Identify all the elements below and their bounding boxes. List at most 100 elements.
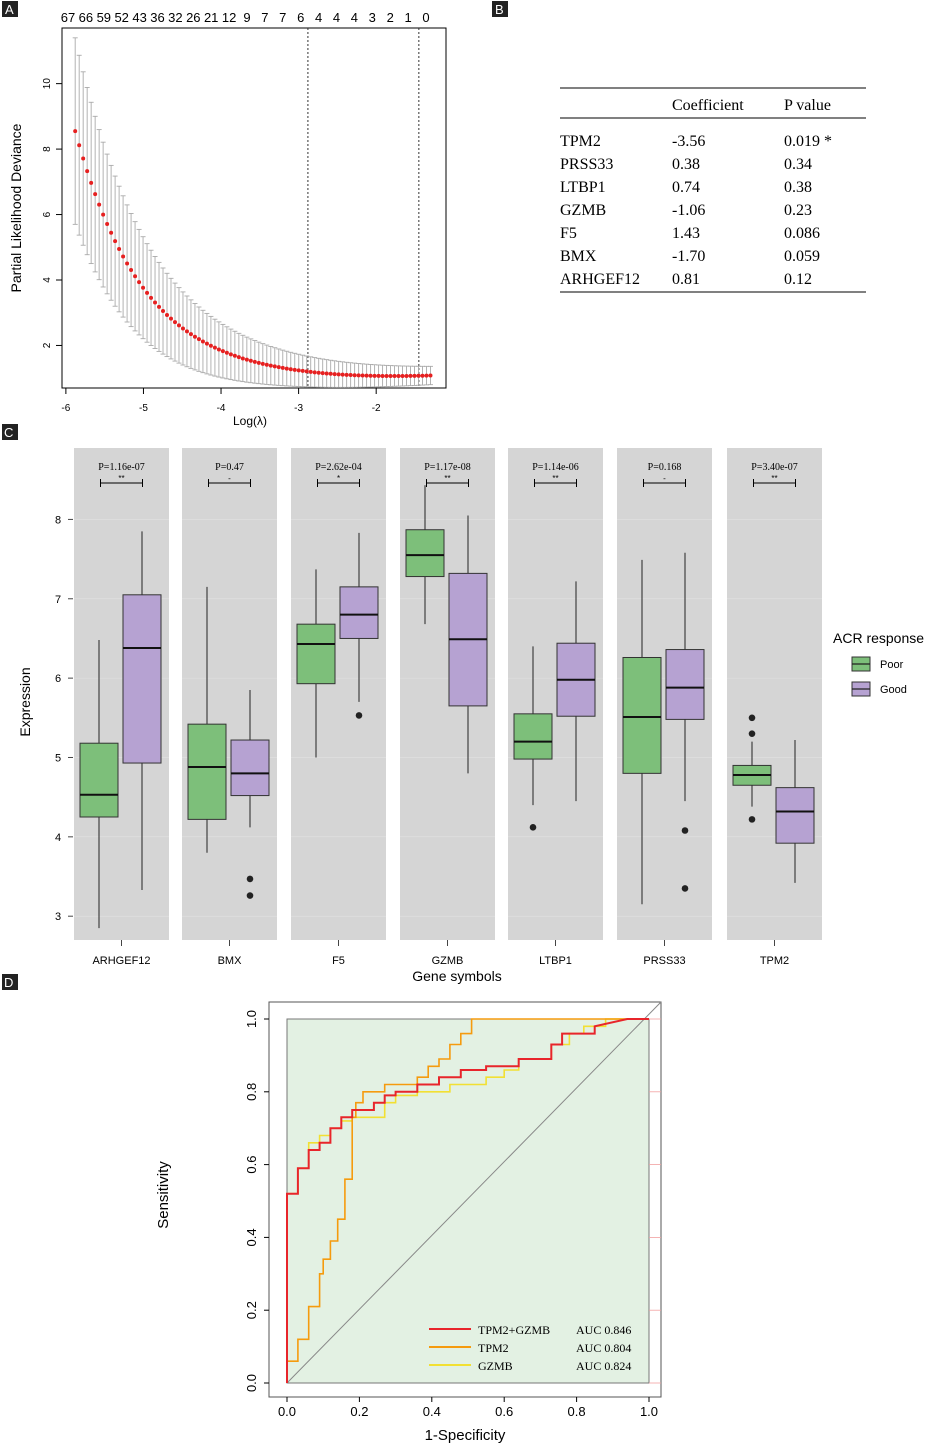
deviance-point xyxy=(428,373,433,378)
outlier-good xyxy=(355,712,363,719)
box-poor xyxy=(405,529,445,578)
deviance-point xyxy=(180,326,185,331)
deviance-point xyxy=(372,373,377,378)
y-tick-label: 8 xyxy=(42,146,53,152)
deviance-point xyxy=(240,356,245,361)
table-cell: 0.81 xyxy=(672,271,700,288)
signif-label: * xyxy=(337,474,340,483)
table-cell: 0.12 xyxy=(784,271,812,288)
x-tick-label: -6 xyxy=(61,403,70,414)
top-tick-label: 1 xyxy=(404,10,411,25)
gene-label: TPM2 xyxy=(760,955,789,967)
table-cell: 0.74 xyxy=(672,179,700,196)
deviance-point xyxy=(316,370,321,375)
outlier-good xyxy=(246,892,254,899)
top-tick-label: 36 xyxy=(150,10,164,25)
row-gene: F5 xyxy=(560,225,577,242)
legend-auc: AUC 0.824 xyxy=(576,1359,631,1373)
deviance-point xyxy=(424,373,429,378)
legend: ACR response Poor Good xyxy=(833,630,924,697)
deviance-point xyxy=(188,332,193,337)
deviance-point xyxy=(396,374,401,379)
outlier-good xyxy=(681,885,689,892)
top-tick-label: 32 xyxy=(168,10,182,25)
deviance-point xyxy=(85,169,90,174)
table-cell: 0.34 xyxy=(784,156,812,173)
deviance-point xyxy=(220,349,225,354)
deviance-point xyxy=(380,373,385,378)
table-cell: -1.70 xyxy=(672,248,705,265)
row-gene: ARHGEF12 xyxy=(560,271,640,288)
deviance-point xyxy=(117,247,122,252)
deviance-point xyxy=(192,334,197,339)
x-tick-label: -3 xyxy=(294,403,303,414)
deviance-point xyxy=(89,180,94,185)
x-tick-label: 0.4 xyxy=(423,1404,441,1419)
legend-name: TPM2+GZMB xyxy=(478,1323,550,1337)
deviance-point xyxy=(137,280,142,285)
y-axis-label: Expression xyxy=(17,667,33,736)
deviance-point xyxy=(412,373,417,378)
legend-auc: AUC 0.804 xyxy=(576,1341,631,1355)
signif-label: ** xyxy=(552,474,558,483)
svg-text:C: C xyxy=(4,425,13,440)
deviance-point xyxy=(344,372,349,377)
facet-background xyxy=(182,448,277,940)
y-tick-label: 0.8 xyxy=(244,1083,259,1101)
p-value-label: P=0.47 xyxy=(215,462,244,473)
deviance-point xyxy=(340,372,345,377)
deviance-point xyxy=(256,360,261,365)
panel-label-d: D xyxy=(2,974,18,990)
svg-text:A: A xyxy=(5,2,14,17)
top-tick-label: 12 xyxy=(222,10,236,25)
deviance-point xyxy=(376,373,381,378)
y-tick-label: 6 xyxy=(42,211,53,217)
legend-title: ACR response xyxy=(833,630,924,646)
deviance-point xyxy=(296,368,301,373)
outlier-poor xyxy=(748,714,756,722)
deviance-point xyxy=(288,367,293,372)
row-gene: LTBP1 xyxy=(560,179,606,196)
deviance-point xyxy=(161,309,166,314)
deviance-point xyxy=(101,212,106,217)
table-header: P value xyxy=(784,97,831,114)
legend-name: TPM2 xyxy=(478,1341,509,1355)
plot-area xyxy=(286,1018,650,1384)
top-tick-label: 0 xyxy=(422,10,429,25)
top-tick-label: 59 xyxy=(97,10,111,25)
top-tick-label: 3 xyxy=(369,10,376,25)
top-tick-label: 21 xyxy=(204,10,218,25)
panel-label-b: B xyxy=(492,1,508,17)
y-tick-label: 0.6 xyxy=(244,1156,259,1174)
deviance-point xyxy=(300,368,305,373)
deviance-point xyxy=(93,192,98,197)
deviance-point xyxy=(149,295,154,300)
diagonal-reference xyxy=(286,1001,662,1384)
top-tick-label: 7 xyxy=(279,10,286,25)
p-value-label: P=1.14e-06 xyxy=(532,462,578,473)
facet-ltbp1: P=1.14e-06** LTBP1 xyxy=(508,448,603,967)
facet-arhgef12: P=1.16e-07** ARHGEF12 xyxy=(74,448,169,967)
deviance-point xyxy=(292,367,297,372)
x-tick-label: -5 xyxy=(139,403,148,414)
outlier-good xyxy=(681,827,689,834)
deviance-point xyxy=(328,371,333,376)
gene-label: ARHGEF12 xyxy=(92,955,150,967)
deviance-point xyxy=(232,353,237,358)
deviance-point xyxy=(236,355,241,360)
deviance-point xyxy=(252,359,257,364)
gene-label: F5 xyxy=(332,955,345,967)
box-good xyxy=(339,586,379,639)
top-tick-label: 9 xyxy=(243,10,250,25)
deviance-point xyxy=(228,352,233,357)
deviance-point xyxy=(264,362,269,367)
signif-label: ** xyxy=(444,474,450,483)
y-tick-label: 3 xyxy=(55,911,61,923)
deviance-point xyxy=(125,261,130,266)
legend-auc: AUC 0.846 xyxy=(576,1323,631,1337)
legend-label-poor: Poor xyxy=(880,659,904,671)
deviance-point xyxy=(244,357,249,362)
x-tick-label: 0.8 xyxy=(568,1404,586,1419)
y-tick-label: 4 xyxy=(42,277,53,283)
